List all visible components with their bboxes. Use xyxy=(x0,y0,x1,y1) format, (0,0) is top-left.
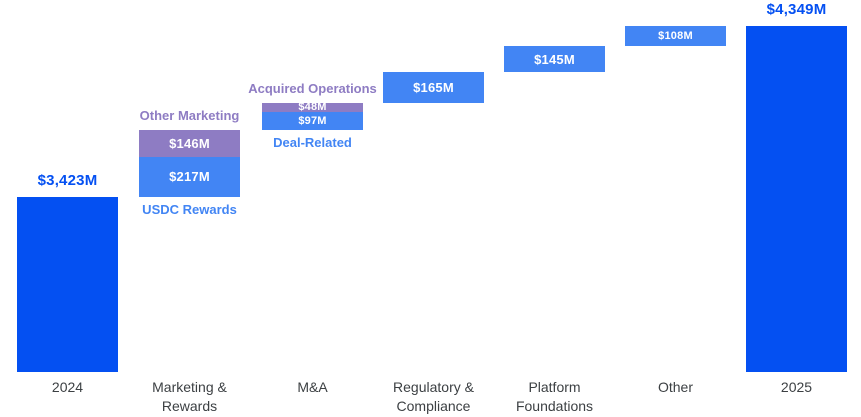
bar-2025 xyxy=(746,25,847,372)
segment-name-label-usdc-rewards: USDC Rewards xyxy=(142,202,237,217)
segment-regulatory-compliance: $165M xyxy=(383,72,484,103)
axis-label-line: 2024 xyxy=(51,379,84,395)
axis-label-marketing-rewards: Marketing & Rewards xyxy=(139,378,240,416)
axis-label-line: Rewards xyxy=(161,398,218,414)
axis-label-line: Foundations xyxy=(515,398,594,414)
bar-2024 xyxy=(17,197,118,372)
segment-name-label-other-marketing: Other Marketing xyxy=(139,107,240,123)
axis-label-line: Platform xyxy=(528,379,581,395)
segment-name-label-acquired-operations: Acquired Operations xyxy=(248,81,377,97)
axis-label-ma: M&A xyxy=(262,378,363,397)
axis-label-line: 2025 xyxy=(780,379,813,395)
axis-label-2024: 2024 xyxy=(17,378,118,397)
value-label: $145M xyxy=(534,51,575,67)
segment-usdc-rewards: $217M xyxy=(139,156,240,197)
axis-label-line: Regulatory & xyxy=(393,379,474,395)
value-label: $217M xyxy=(169,169,210,185)
segment-acquired-operations: $48M xyxy=(262,101,363,114)
value-label: $48M xyxy=(298,101,327,114)
axis-label-regulatory-compliance: Regulatory & Compliance xyxy=(383,378,484,416)
value-label: $108M xyxy=(658,29,693,42)
axis-label-platform-foundations: Platform Foundations xyxy=(504,378,605,416)
total-value-label-2024: $3,423M xyxy=(37,172,98,189)
axis-label-line: M&A xyxy=(297,379,328,395)
value-label: $165M xyxy=(413,80,454,96)
value-label: $97M xyxy=(298,114,327,127)
axis-label-other: Other xyxy=(625,378,726,397)
segment-other: $108M xyxy=(625,25,726,46)
axis-label-line: Marketing & xyxy=(152,379,227,395)
axis-label-2025: 2025 xyxy=(746,378,847,397)
axis-label-line: Other xyxy=(657,379,693,395)
segment-other-marketing: $146M xyxy=(139,129,240,157)
axis-label-line: Compliance xyxy=(396,398,471,414)
value-label: $146M xyxy=(169,135,210,151)
segment-deal-related: $97M xyxy=(262,111,363,130)
total-value-label-2025: $4,349M xyxy=(766,0,827,18)
segment-name-label-deal-related: Deal-Related xyxy=(273,134,352,150)
segment-platform-foundations: $145M xyxy=(504,45,605,73)
